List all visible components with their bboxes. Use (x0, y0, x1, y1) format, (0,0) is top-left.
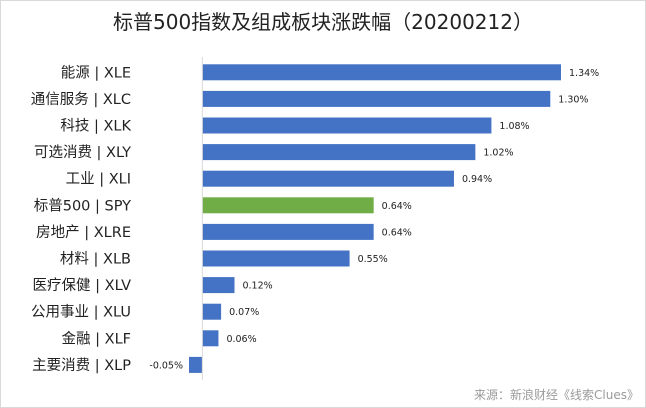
chart-title: 标普500指数及组成板块涨跌幅（20200212） (113, 10, 533, 34)
chart-source: 来源：新浪财经《线索Clues》 (474, 387, 639, 402)
category-label: 公用事业 | XLU (31, 304, 131, 321)
category-label: 能源 | XLE (61, 64, 131, 81)
data-label: 0.55% (358, 254, 388, 265)
bar (202, 117, 492, 134)
category-label: 可选消费 | XLY (34, 144, 131, 161)
bar (189, 356, 203, 373)
category-label: 标普500 | SPY (34, 197, 131, 214)
bar (202, 90, 551, 107)
data-label: 0.64% (382, 227, 412, 238)
bar (202, 303, 222, 320)
data-label: 0.12% (242, 281, 272, 292)
data-label: 0.07% (229, 307, 259, 318)
category-label: 材料 | XLB (60, 251, 131, 268)
category-label: 房地产 | XLRE (36, 224, 131, 241)
category-label: 工业 | XLI (66, 171, 131, 188)
category-label: 科技 | XLK (60, 118, 131, 135)
bar (202, 64, 562, 81)
data-label: 0.94% (462, 174, 492, 185)
category-label: 医疗保健 | XLV (33, 277, 132, 294)
category-label: 金融 | XLF (62, 330, 131, 347)
bar (202, 170, 454, 187)
data-label: 1.02% (483, 148, 513, 159)
category-label: 通信服务 | XLC (31, 91, 131, 108)
bar (202, 250, 350, 267)
bar (202, 223, 374, 240)
data-label: 0.06% (226, 334, 256, 345)
data-label: 1.34% (569, 68, 599, 79)
data-label: 1.30% (558, 94, 588, 105)
data-label: 1.08% (499, 121, 529, 132)
data-label: 0.64% (382, 201, 412, 212)
chart-marks: 能源 | XLE 1.34% 通信服务 | XLC 1.30% 科技 | XLK 1.08… (31, 57, 599, 381)
bar (202, 330, 219, 347)
bar (202, 277, 235, 294)
bar (202, 197, 374, 214)
data-label: -0.05% (149, 360, 183, 371)
category-label: 主要消费 | XLP (32, 357, 131, 374)
bar (202, 144, 476, 161)
